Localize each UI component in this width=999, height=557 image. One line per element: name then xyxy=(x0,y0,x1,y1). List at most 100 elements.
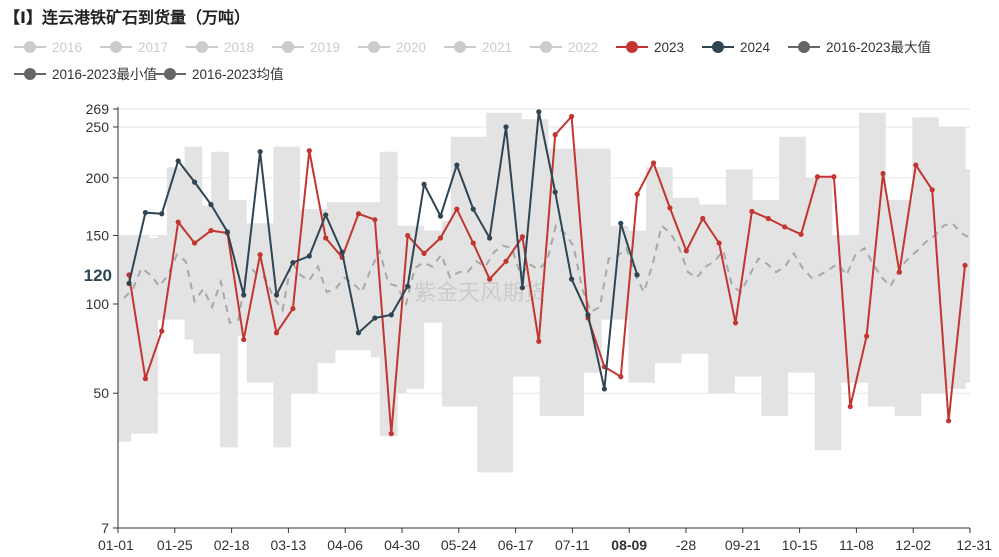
point-2023[interactable] xyxy=(519,234,526,240)
point-2023[interactable] xyxy=(421,250,427,256)
legend-item-2016-2023最大值[interactable]: 2016-2023最大值 xyxy=(788,40,931,55)
point-2024[interactable] xyxy=(257,149,263,155)
point-2024[interactable] xyxy=(585,312,591,318)
point-2023[interactable] xyxy=(667,205,673,211)
series-line-2024 xyxy=(128,111,639,390)
point-2023[interactable] xyxy=(749,208,755,215)
point-2023[interactable] xyxy=(683,248,689,254)
point-2024[interactable] xyxy=(552,189,558,195)
point-2024[interactable] xyxy=(437,213,444,219)
point-2024[interactable] xyxy=(191,179,198,185)
point-2024[interactable] xyxy=(142,210,148,216)
point-2024[interactable] xyxy=(290,260,296,266)
point-2023[interactable] xyxy=(142,376,148,382)
point-2024[interactable] xyxy=(323,212,329,218)
point-2023[interactable] xyxy=(814,174,821,180)
point-2023[interactable] xyxy=(847,403,853,410)
point-2023[interactable] xyxy=(208,227,214,234)
point-2023[interactable] xyxy=(962,262,968,268)
point-2023[interactable] xyxy=(798,231,804,237)
point-2023[interactable] xyxy=(241,336,247,343)
point-2024[interactable] xyxy=(355,330,362,336)
point-2023[interactable] xyxy=(929,187,935,193)
point-2024[interactable] xyxy=(618,220,624,226)
point-2024[interactable] xyxy=(306,253,312,259)
point-2023[interactable] xyxy=(536,338,542,344)
point-2024[interactable] xyxy=(487,235,493,241)
point-2023[interactable] xyxy=(650,160,657,166)
point-2023[interactable] xyxy=(831,174,837,180)
point-2023[interactable] xyxy=(864,333,870,339)
point-2023[interactable] xyxy=(257,252,263,258)
point-2024[interactable] xyxy=(601,386,607,392)
point-2024[interactable] xyxy=(241,292,247,298)
point-2024[interactable] xyxy=(568,276,575,282)
x-tick-label: 09-21 xyxy=(725,537,761,553)
point-2023[interactable] xyxy=(732,320,739,326)
legend-item-2019[interactable]: 2019 xyxy=(272,40,340,55)
point-2023[interactable] xyxy=(568,113,575,120)
point-2024[interactable] xyxy=(388,312,394,318)
point-2023[interactable] xyxy=(880,170,886,177)
point-2024[interactable] xyxy=(536,109,542,115)
legend-item-2021[interactable]: 2021 xyxy=(444,40,512,55)
legend-item-2024[interactable]: 2024 xyxy=(702,40,771,55)
point-2023[interactable] xyxy=(273,330,280,336)
point-2023[interactable] xyxy=(290,305,296,312)
point-2023[interactable] xyxy=(487,276,493,282)
point-2023[interactable] xyxy=(503,258,509,264)
point-2024[interactable] xyxy=(405,283,411,289)
point-2023[interactable] xyxy=(700,215,706,222)
point-2024[interactable] xyxy=(208,201,214,208)
point-2023[interactable] xyxy=(372,217,378,223)
point-2023[interactable] xyxy=(716,240,722,246)
legend-item-2016-2023均值[interactable]: 2016-2023均值 xyxy=(154,67,284,82)
point-2023[interactable] xyxy=(454,206,460,212)
point-2024[interactable] xyxy=(339,249,345,255)
point-2024[interactable] xyxy=(421,181,427,187)
point-2023[interactable] xyxy=(437,235,444,241)
point-2023[interactable] xyxy=(946,418,952,424)
point-2023[interactable] xyxy=(191,240,198,246)
point-2024[interactable] xyxy=(224,229,230,235)
x-tick-label: 02-18 xyxy=(214,537,250,553)
point-2023[interactable] xyxy=(634,191,640,197)
point-2024[interactable] xyxy=(634,272,640,278)
axes: 7 50 100 150 200 250 269 01-01 01-25 02-18 03-13 04… xyxy=(84,101,993,553)
point-2024[interactable] xyxy=(519,285,526,291)
point-2024[interactable] xyxy=(126,280,132,286)
point-2023[interactable] xyxy=(896,269,903,275)
point-2023[interactable] xyxy=(159,328,165,334)
legend-item-2023[interactable]: 2023 xyxy=(616,40,684,55)
point-2024[interactable] xyxy=(175,158,181,164)
y-tick-label: 50 xyxy=(93,385,109,401)
point-2023[interactable] xyxy=(765,215,771,222)
point-2023[interactable] xyxy=(323,235,329,241)
point-2024[interactable] xyxy=(372,315,378,321)
point-2023[interactable] xyxy=(913,162,919,168)
legend-item-2017[interactable]: 2017 xyxy=(100,40,168,55)
legend-item-2018[interactable]: 2018 xyxy=(186,40,254,55)
point-2023[interactable] xyxy=(618,374,624,380)
legend-label: 2022 xyxy=(568,40,598,55)
point-2023[interactable] xyxy=(782,224,788,230)
point-2024[interactable] xyxy=(454,162,460,168)
point-2024[interactable] xyxy=(273,292,280,298)
point-2024[interactable] xyxy=(503,124,509,130)
legend-item-2016[interactable]: 2016 xyxy=(14,40,82,55)
point-2023[interactable] xyxy=(306,148,312,154)
point-2023[interactable] xyxy=(388,431,394,437)
point-2024[interactable] xyxy=(159,211,165,217)
legend-marker xyxy=(798,41,810,53)
legend-marker xyxy=(164,68,176,80)
point-2023[interactable] xyxy=(470,240,476,246)
legend-item-2020[interactable]: 2020 xyxy=(358,40,426,55)
x-tick-label: 07-11 xyxy=(555,537,590,553)
point-2023[interactable] xyxy=(552,132,558,138)
point-2023[interactable] xyxy=(405,232,411,239)
point-2023[interactable] xyxy=(355,211,362,217)
point-2023[interactable] xyxy=(175,219,181,225)
legend-item-2022[interactable]: 2022 xyxy=(530,40,598,55)
legend-item-2016-2023最小值[interactable]: 2016-2023最小值 xyxy=(14,67,157,82)
point-2024[interactable] xyxy=(470,206,476,212)
